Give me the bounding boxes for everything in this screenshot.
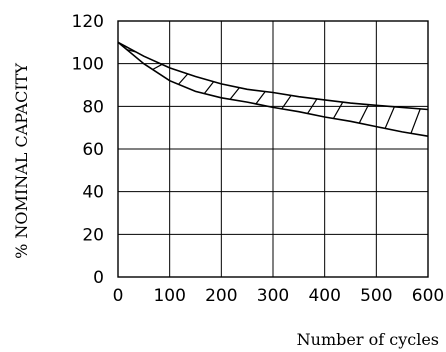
x-tick-label: 200: [205, 286, 237, 306]
hatch-line: [332, 101, 344, 119]
y-tick-label: 20: [82, 225, 104, 245]
x-tick-label: 0: [113, 286, 124, 306]
hatch-line: [229, 87, 240, 100]
hatch-line: [178, 73, 189, 85]
x-axis-label: Number of cycles: [297, 330, 439, 349]
x-tick-label: 100: [153, 286, 185, 306]
hatch-line: [384, 106, 395, 129]
x-tick-label: 400: [308, 286, 340, 306]
y-tick-label: 120: [72, 12, 104, 32]
y-tick-label: 100: [72, 55, 104, 75]
lower-curve: [117, 41, 429, 137]
x-tick-label: 300: [257, 286, 289, 306]
y-tick-labels: 0 20 40 60 80 100 120: [72, 12, 104, 288]
y-axis-label: % NOMINAL CAPACITY: [12, 63, 31, 259]
plot-frame: [117, 20, 429, 278]
upper-curve: [117, 41, 429, 111]
hatch-line: [255, 91, 266, 105]
y-tick-label: 40: [82, 183, 104, 203]
x-tick-label: 600: [412, 286, 444, 306]
hatch-line: [281, 95, 292, 110]
x-tick-labels: 0 100 200 300 400 500 600: [113, 286, 445, 306]
y-tick-label: 80: [82, 97, 104, 117]
hatch-line: [410, 108, 421, 134]
y-tick-label: 0: [93, 268, 104, 288]
hatch-layer: [126, 49, 421, 134]
grid-layer: [117, 20, 429, 278]
hatch-line: [307, 98, 318, 114]
x-tick-label: 500: [360, 286, 392, 306]
hatch-line: [358, 104, 370, 124]
hatch-line: [152, 63, 163, 70]
hatch-line: [203, 81, 215, 94]
y-tick-label: 60: [82, 140, 104, 160]
curve-layer: [117, 41, 429, 137]
